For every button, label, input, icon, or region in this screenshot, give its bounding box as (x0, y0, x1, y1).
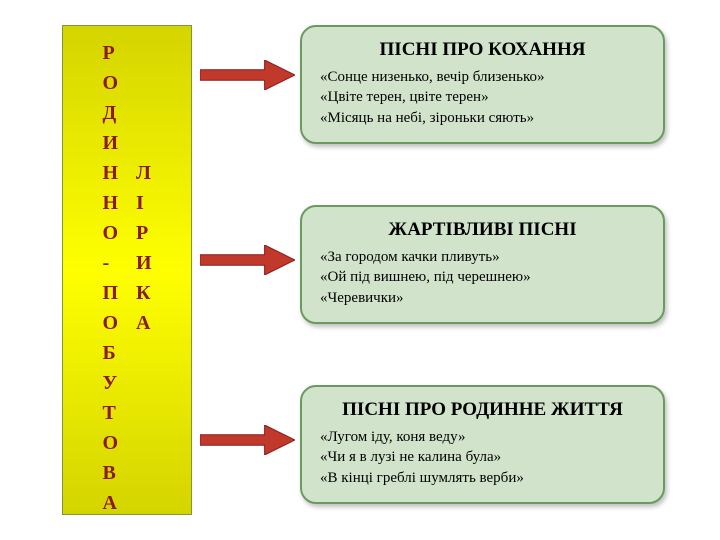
vertical-char: В (102, 458, 118, 488)
category-box-love: ПІСНІ ПРО КОХАННЯ «Сонце низенько, вечір… (300, 25, 665, 144)
song-item: «Цвіте терен, цвіте терен» (320, 87, 645, 107)
category-title: ПІСНІ ПРО КОХАННЯ (320, 39, 645, 61)
category-title: ЖАРТІВЛИВІ ПІСНІ (320, 219, 645, 241)
vertical-char: О (102, 428, 118, 458)
arrow-1-shape (200, 60, 295, 90)
vertical-char: І (136, 188, 152, 218)
category-box-family: ПІСНІ ПРО РОДИННЕ ЖИТТЯ «Лугом іду, коня… (300, 385, 665, 504)
vertical-char: Т (102, 398, 118, 428)
vertical-char: Р (102, 38, 118, 68)
vertical-char: А (136, 308, 152, 338)
vertical-char: Н (102, 188, 118, 218)
arrow-2-shape (200, 245, 295, 275)
vertical-word-1: РОДИННО-ПОБУТОВА (102, 38, 118, 518)
arrow-3-shape (200, 425, 295, 455)
arrow-3 (200, 425, 295, 455)
song-item: «Лугом іду, коня веду» (320, 427, 645, 447)
vertical-char: Б (102, 338, 118, 368)
vertical-char: О (102, 68, 118, 98)
vertical-char: Н (102, 158, 118, 188)
vertical-char: К (136, 278, 152, 308)
vertical-char: Д (102, 98, 118, 128)
vertical-char: Р (136, 218, 152, 248)
vertical-char: А (102, 488, 118, 518)
left-label-panel: РОДИННО-ПОБУТОВА ЛІРИКА (62, 25, 192, 515)
vertical-char: И (102, 128, 118, 158)
song-item: «За городом качки пливуть» (320, 247, 645, 267)
song-item: «Сонце низенько, вечір близенько» (320, 67, 645, 87)
vertical-char: П (102, 278, 118, 308)
song-item: «Чи я в лузі не калина була» (320, 447, 645, 467)
vertical-word-2: ЛІРИКА (136, 158, 152, 338)
song-item: «Місяць на небі, зіроньки сяють» (320, 108, 645, 128)
vertical-char: У (102, 368, 118, 398)
vertical-char: О (102, 308, 118, 338)
song-item: «В кінці греблі шумлять верби» (320, 468, 645, 488)
category-box-humor: ЖАРТІВЛИВІ ПІСНІ «За городом качки пливу… (300, 205, 665, 324)
category-title: ПІСНІ ПРО РОДИННЕ ЖИТТЯ (320, 399, 645, 421)
vertical-char: Л (136, 158, 152, 188)
vertical-char: И (136, 248, 152, 278)
arrow-2 (200, 245, 295, 275)
vertical-char: О (102, 218, 118, 248)
song-item: «Черевички» (320, 288, 645, 308)
song-item: «Ой під вишнею, під черешнею» (320, 267, 645, 287)
vertical-char: - (102, 248, 118, 278)
arrow-1 (200, 60, 295, 90)
